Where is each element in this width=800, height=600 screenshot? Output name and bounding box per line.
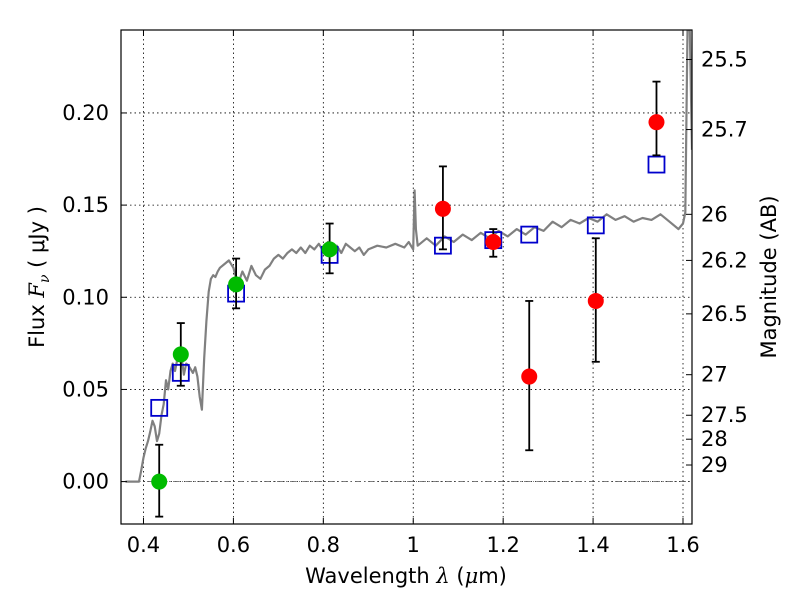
- spectrum-series: [125, 30, 692, 483]
- magnitude-tick-label: 26.2: [701, 248, 748, 272]
- observed-point: [587, 292, 604, 309]
- x-tick-label: 0.6: [217, 533, 250, 557]
- model-photometry-series: [150, 155, 666, 417]
- spectrum-line: [125, 30, 692, 483]
- x-tick-label: 1.6: [666, 533, 699, 557]
- plot-frame: [120, 29, 693, 525]
- axis-ticks: [121, 30, 692, 524]
- model-photometry-point: [150, 398, 169, 417]
- observed-point: [521, 368, 538, 385]
- model-photometry-point: [586, 216, 605, 235]
- observed-point: [648, 114, 665, 131]
- model-photometry-point: [520, 225, 539, 244]
- y-axis-label: Flux Fν ( μJy ): [25, 206, 53, 348]
- magnitude-tick-label: 28: [701, 427, 728, 451]
- magnitude-tick-label: 27: [701, 363, 728, 387]
- observed-point: [228, 276, 245, 293]
- observed-points: [151, 114, 665, 490]
- y-tick-label: 0.00: [62, 470, 109, 494]
- magnitude-tick-label: 26: [701, 202, 728, 226]
- magnitude-tick-label: 25.5: [701, 47, 748, 71]
- magnitude-tick-label: 27.5: [701, 403, 748, 427]
- y-tick-label: 0.15: [62, 193, 109, 217]
- model-photometry-point: [647, 155, 666, 174]
- x-tick-label: 1: [407, 533, 420, 557]
- grid-lines: [121, 30, 692, 524]
- observed-point: [172, 346, 189, 363]
- magnitude-tick-label: 26.5: [701, 302, 748, 326]
- error-bars: [155, 80, 661, 518]
- magnitude-tick-label: 29: [701, 453, 728, 477]
- x-axis-label: Wavelength λ (μm): [305, 564, 507, 588]
- y2-axis-label: Magnitude (AB): [757, 195, 781, 358]
- x-tick-label: 1.4: [576, 533, 609, 557]
- y-tick-label: 0.20: [62, 101, 109, 125]
- observed-point: [434, 200, 451, 217]
- magnitude-tick-label: 25.7: [701, 118, 748, 142]
- x-tick-label: 1.2: [486, 533, 519, 557]
- observed-point: [485, 233, 502, 250]
- observed-point: [321, 241, 338, 258]
- tick-labels: 0.4 0.6 0.8 1 1.2 1.4 1.6 0.00 0.05 0.10 0.15 0.20 2…: [62, 47, 748, 557]
- observed-point: [151, 473, 168, 490]
- y-tick-label: 0.05: [62, 377, 109, 401]
- x-tick-label: 0.8: [307, 533, 340, 557]
- x-tick-label: 0.4: [127, 533, 160, 557]
- y-tick-label: 0.10: [62, 285, 109, 309]
